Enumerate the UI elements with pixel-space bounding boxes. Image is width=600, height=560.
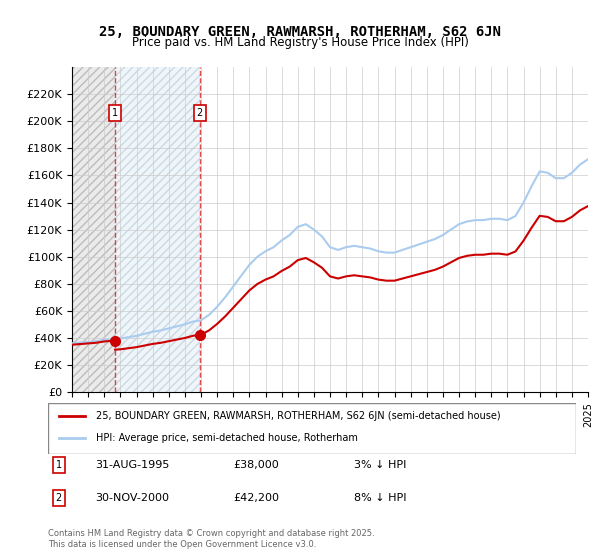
- Text: 1: 1: [55, 460, 62, 470]
- Text: 30-NOV-2000: 30-NOV-2000: [95, 493, 170, 503]
- Text: HPI: Average price, semi-detached house, Rotherham: HPI: Average price, semi-detached house,…: [95, 433, 358, 444]
- Text: 25, BOUNDARY GREEN, RAWMARSH, ROTHERHAM, S62 6JN: 25, BOUNDARY GREEN, RAWMARSH, ROTHERHAM,…: [99, 25, 501, 39]
- FancyBboxPatch shape: [48, 403, 576, 454]
- Text: 1: 1: [112, 108, 118, 118]
- Bar: [72, 67, 115, 392]
- Text: 8% ↓ HPI: 8% ↓ HPI: [354, 493, 407, 503]
- Text: 2: 2: [55, 493, 62, 503]
- Text: Contains HM Land Registry data © Crown copyright and database right 2025.
This d: Contains HM Land Registry data © Crown c…: [48, 529, 374, 549]
- Text: Price paid vs. HM Land Registry's House Price Index (HPI): Price paid vs. HM Land Registry's House …: [131, 36, 469, 49]
- Text: 3% ↓ HPI: 3% ↓ HPI: [354, 460, 407, 470]
- Text: 2: 2: [197, 108, 203, 118]
- Text: 25, BOUNDARY GREEN, RAWMARSH, ROTHERHAM, S62 6JN (semi-detached house): 25, BOUNDARY GREEN, RAWMARSH, ROTHERHAM,…: [95, 411, 500, 421]
- Text: 31-AUG-1995: 31-AUG-1995: [95, 460, 170, 470]
- Text: £42,200: £42,200: [233, 493, 279, 503]
- Bar: [115, 67, 200, 392]
- Text: £38,000: £38,000: [233, 460, 278, 470]
